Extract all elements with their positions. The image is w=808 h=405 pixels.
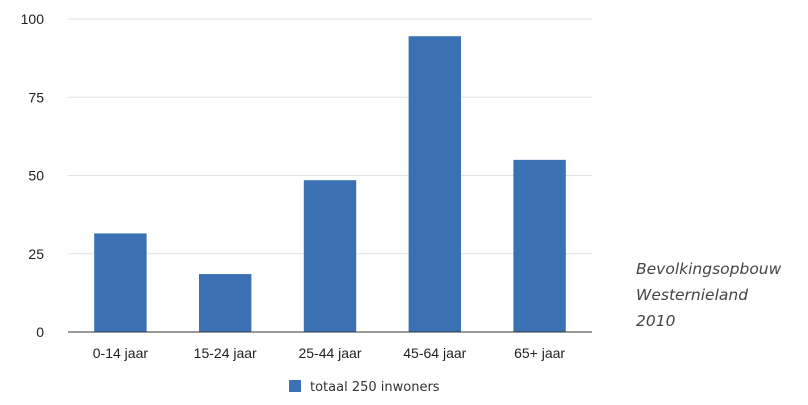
y-tick-label: 75 (28, 89, 44, 105)
bar (303, 180, 357, 332)
bar (199, 274, 252, 332)
caption-line-1: Bevolkingsopbouw (636, 260, 782, 278)
y-tick-label: 100 (21, 11, 45, 27)
bar (513, 159, 566, 332)
x-tick-label: 45-64 jaar (403, 345, 466, 361)
bar (408, 36, 461, 333)
caption-line-2: Westernieland (636, 286, 749, 304)
legend-label: totaal 250 inwoners (310, 380, 440, 395)
x-tick-label: 25-44 jaar (298, 345, 361, 361)
caption-line-3: 2010 (636, 312, 676, 330)
x-tick-label: 65+ jaar (514, 345, 565, 361)
x-tick-label: 15-24 jaar (194, 345, 257, 361)
bars (94, 36, 566, 333)
y-tick-label: 25 (28, 246, 44, 262)
x-tick-label: 0-14 jaar (93, 345, 149, 361)
y-tick-label: 50 (28, 168, 44, 184)
bar (94, 233, 147, 332)
y-axis-tick-labels: 0 25 50 75 100 (21, 11, 45, 340)
legend: totaal 250 inwoners (289, 380, 440, 395)
x-axis-tick-labels: 0-14 jaar 15-24 jaar 25-44 jaar 45-64 jaar 6… (93, 345, 566, 361)
chart-caption: Bevolkingsopbouw Westernieland 2010 (636, 256, 781, 334)
legend-swatch (289, 380, 301, 392)
y-tick-label: 0 (36, 324, 44, 340)
